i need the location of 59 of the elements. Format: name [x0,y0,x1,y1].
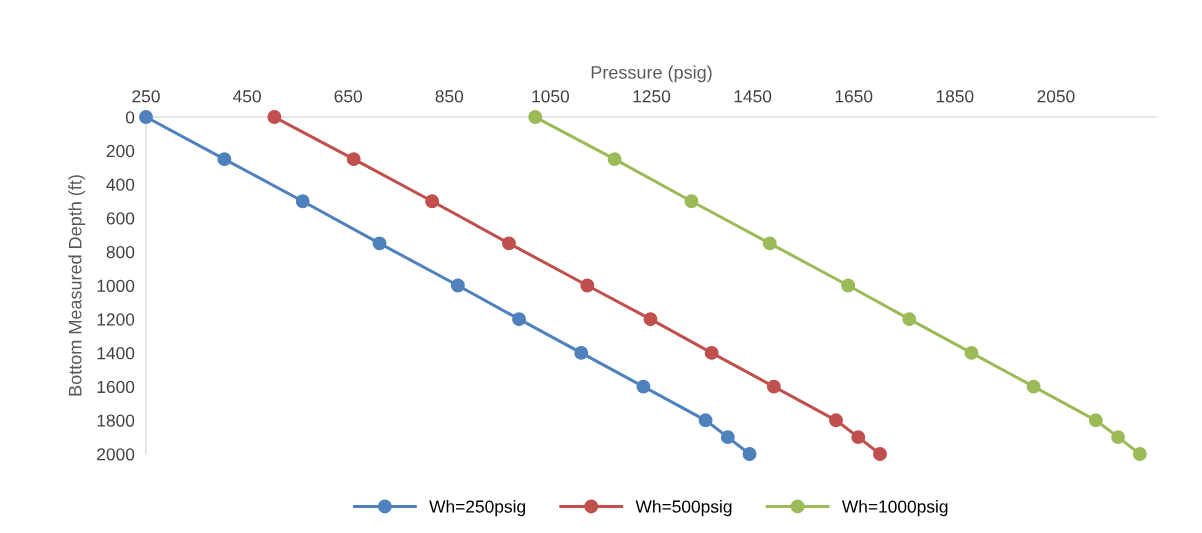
legend-label: Wh=500psig [635,499,732,517]
point [643,312,658,327]
y-tick-label: 200 [106,144,135,158]
x-tick-label: 1250 [633,90,671,103]
y-tick-label: 1400 [97,347,135,360]
point [1026,379,1041,394]
point [636,379,651,394]
y-tick-label: 2000 [97,448,135,461]
point [762,236,777,251]
point [720,430,735,445]
x-tick-label: 1850 [936,90,974,103]
point [217,152,232,167]
point [607,152,622,167]
point [851,430,866,445]
x-tick-label: 2050 [1037,90,1075,103]
point [346,152,361,167]
x-tick-label: 1450 [734,90,772,103]
point [580,278,595,293]
point [698,413,713,428]
y-tick-label: 800 [106,245,135,259]
x-tick-label: 1650 [835,90,873,103]
point [295,194,310,209]
y-tick-label: 1800 [97,414,135,427]
x-tick-label: 850 [435,90,464,103]
x-axis-title: Pressure (psig) [591,65,712,83]
x-tick-label: 450 [233,90,261,103]
point [684,194,699,209]
x-tick-label: 1050 [532,90,570,103]
point [1111,430,1126,445]
point [704,345,719,360]
y-tick-label: 1200 [97,313,135,326]
point [742,447,757,461]
y-tick-label: 1600 [97,380,135,394]
point [502,236,516,251]
point [574,345,589,360]
point [267,110,282,124]
point [873,447,887,461]
point [902,312,917,327]
point [841,278,856,293]
y-tick-label: 1000 [97,279,135,292]
point [425,194,440,209]
y-tick-label: 600 [106,212,135,225]
point [450,278,465,293]
point [1088,413,1103,428]
point [512,312,527,327]
point [766,379,781,394]
x-tick-label: 250 [132,90,160,103]
point [139,110,153,124]
point [1132,447,1147,461]
y-tick-label: 0 [125,111,135,124]
legend-label: Wh=250psig [429,499,526,517]
point [829,413,843,428]
x-tick-label: 650 [334,90,363,103]
legend-label: Wh=1000psig [841,499,948,517]
point [528,110,543,124]
y-axis-title: Bottom Measured Depth (ft) [68,175,86,396]
point [372,236,387,251]
point [964,345,979,360]
y-tick-label: 400 [106,178,135,191]
